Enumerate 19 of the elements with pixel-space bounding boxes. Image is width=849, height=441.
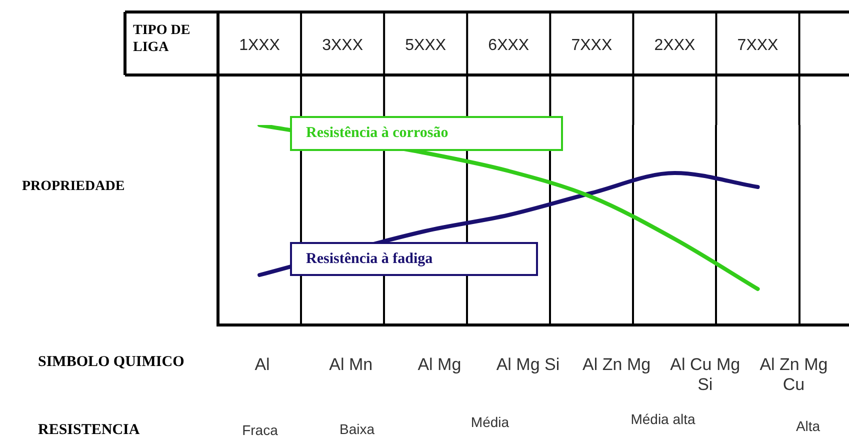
text: Al Zn Mg Cu	[758, 355, 829, 395]
series-label: Resistência à corrosão	[306, 125, 448, 142]
text: Al	[254, 355, 271, 375]
label-box: Resistência à corrosão	[290, 116, 563, 151]
text: Al Cu Mg Si	[669, 355, 742, 395]
text: PROPRIEDADE	[22, 179, 125, 195]
text: Média	[470, 414, 510, 430]
text: Baixa	[338, 421, 376, 437]
text: RESISTENCIA	[38, 422, 140, 439]
text: Al Mn	[328, 355, 374, 375]
label-box: Resistência à fadiga	[290, 242, 538, 276]
series-label: Resistência à fadiga	[306, 250, 433, 268]
text: Média alta	[630, 411, 696, 427]
text: Al Mg Si	[495, 355, 561, 375]
text: Al Mg	[416, 355, 462, 375]
text: SIMBOLO QUIMICO	[38, 354, 184, 371]
text: Fraca	[241, 422, 279, 438]
text: Al Zn Mg	[582, 355, 652, 375]
text: Alta	[794, 418, 822, 434]
